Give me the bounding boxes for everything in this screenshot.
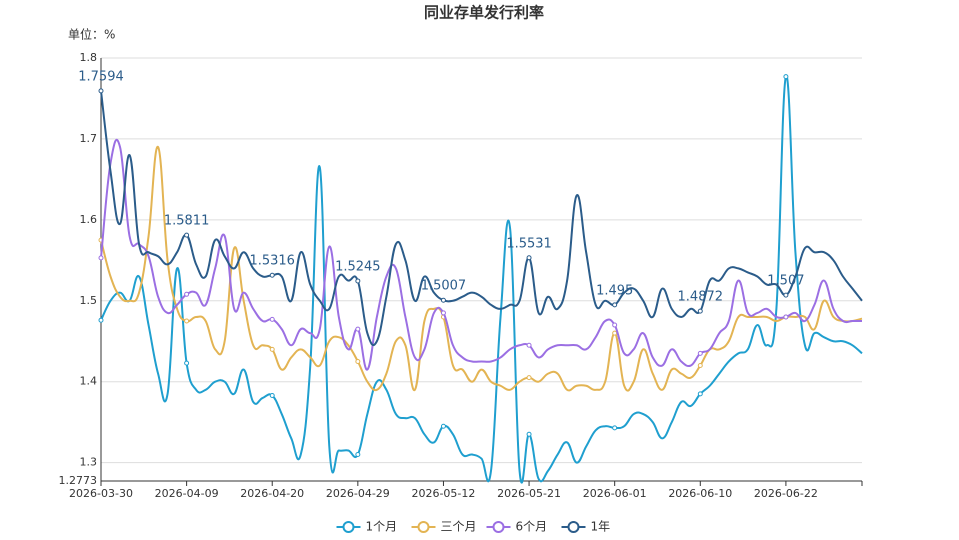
legend-icon bbox=[567, 521, 580, 533]
series bbox=[98, 138, 862, 371]
point bbox=[355, 278, 361, 284]
legend-icon bbox=[342, 521, 355, 533]
x-tick-label: 2026-06-01 bbox=[583, 487, 647, 500]
point bbox=[440, 297, 446, 303]
point bbox=[697, 391, 703, 397]
point bbox=[783, 292, 789, 298]
point bbox=[440, 423, 446, 429]
point bbox=[612, 322, 618, 328]
point bbox=[184, 318, 190, 324]
y-tick-label: 1.3 bbox=[80, 456, 98, 469]
point bbox=[783, 314, 789, 320]
value-label: 1.5531 bbox=[506, 236, 552, 251]
legend-label: 1个月 bbox=[366, 520, 398, 534]
point bbox=[526, 431, 532, 437]
y-tick-label: 1.7 bbox=[80, 132, 98, 145]
point bbox=[355, 358, 361, 364]
value-label: 1.7594 bbox=[78, 69, 124, 84]
point bbox=[697, 308, 703, 314]
point bbox=[98, 255, 104, 261]
x-tick-label: 2026-03-30 bbox=[69, 487, 133, 500]
series: 1.7594 1.5811 1.5316 1.5245 1.5007 1.5531 1.49… bbox=[78, 69, 863, 347]
point bbox=[440, 310, 446, 316]
value-label: 1.495 bbox=[596, 283, 633, 298]
point bbox=[269, 346, 275, 352]
point bbox=[269, 392, 275, 398]
value-label: 1.5007 bbox=[421, 279, 467, 294]
chart-title: 同业存单发行利率 bbox=[424, 4, 544, 22]
x-tick-label: 2026-06-22 bbox=[754, 487, 818, 500]
point bbox=[355, 326, 361, 332]
point bbox=[269, 272, 275, 278]
value-label: 1.5245 bbox=[335, 259, 381, 274]
point bbox=[355, 452, 361, 458]
y-tick-label: 1.2773 bbox=[59, 474, 98, 487]
x-tick-label: 2026-05-12 bbox=[411, 487, 475, 500]
value-label: 1.4872 bbox=[678, 290, 724, 305]
point bbox=[269, 316, 275, 322]
series bbox=[98, 74, 863, 484]
point bbox=[526, 255, 532, 261]
legend-label: 1年 bbox=[591, 520, 611, 534]
y-tick-label: 1.5 bbox=[80, 294, 98, 307]
value-label: 1.5811 bbox=[164, 214, 210, 229]
point bbox=[98, 88, 104, 94]
series-line bbox=[100, 138, 862, 371]
x-tick-label: 2026-05-21 bbox=[497, 487, 561, 500]
series-line bbox=[100, 90, 863, 347]
series-line bbox=[100, 75, 863, 484]
y-tick-label: 1.8 bbox=[80, 51, 98, 64]
series-line bbox=[100, 146, 863, 392]
point bbox=[526, 375, 532, 381]
point bbox=[612, 425, 618, 431]
point bbox=[184, 291, 190, 297]
legend-label: 三个月 bbox=[441, 520, 477, 534]
legend-icon bbox=[492, 521, 505, 533]
legend-icon bbox=[417, 521, 430, 533]
y-tick-label: 1.6 bbox=[80, 213, 98, 226]
x-tick-label: 2026-04-09 bbox=[155, 487, 219, 500]
value-label: 1.507 bbox=[767, 274, 804, 289]
point bbox=[697, 350, 703, 356]
series bbox=[98, 146, 863, 392]
point bbox=[184, 232, 190, 238]
point bbox=[98, 317, 104, 323]
x-tick-label: 2026-04-20 bbox=[240, 487, 304, 500]
point bbox=[526, 342, 532, 348]
point bbox=[697, 363, 703, 369]
value-label: 1.5316 bbox=[249, 254, 295, 269]
point bbox=[783, 74, 789, 80]
legend: 1个月 三个月 6个月 1年 bbox=[336, 520, 611, 534]
point bbox=[184, 360, 190, 366]
x-tick-label: 2026-06-10 bbox=[668, 487, 732, 500]
point bbox=[612, 302, 618, 308]
point bbox=[612, 330, 618, 336]
x-tick-label: 2026-04-29 bbox=[326, 487, 390, 500]
unit-label: 单位：% bbox=[68, 27, 115, 42]
y-tick-label: 1.4 bbox=[80, 375, 98, 388]
legend-label: 6个月 bbox=[516, 520, 548, 534]
